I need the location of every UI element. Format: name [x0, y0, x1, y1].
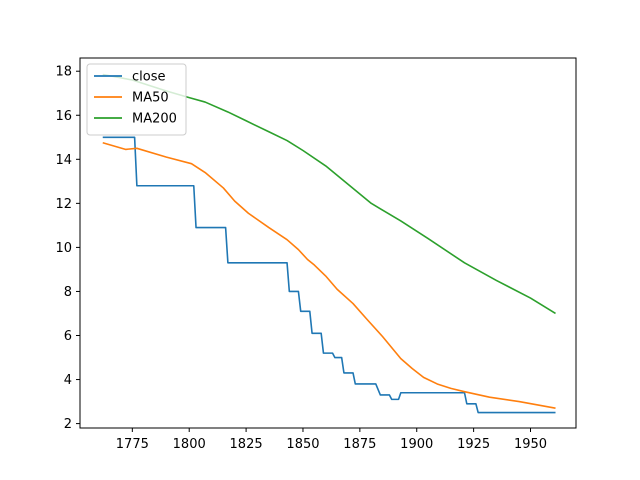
series-line-ma200	[102, 73, 556, 315]
legend-label-close: close	[132, 70, 165, 85]
x-axis: 1775 1800 1825 1850 1875 1900 1925 1950	[116, 428, 547, 452]
x-tick-label: 1950	[514, 437, 547, 452]
y-tick-label: 16	[55, 109, 72, 124]
x-tick-label: 1900	[400, 437, 433, 452]
y-tick-label: 10	[55, 241, 72, 256]
legend-label-ma50: MA50	[132, 91, 169, 106]
x-tick-label: 1775	[116, 437, 149, 452]
y-tick-label: 8	[64, 285, 72, 300]
y-axis: 2 4 6 8 10 12 14 16 18	[55, 65, 80, 432]
plot-lines	[102, 73, 556, 414]
y-tick-label: 2	[64, 417, 72, 432]
y-tick-label: 14	[55, 153, 72, 168]
x-tick-label: 1825	[230, 437, 263, 452]
x-tick-label: 1925	[457, 437, 490, 452]
y-tick-label: 18	[55, 65, 72, 80]
series-line-close	[102, 136, 556, 414]
axes-frame	[79, 57, 577, 429]
y-tick-label: 6	[64, 329, 72, 344]
x-tick-label: 1875	[343, 437, 376, 452]
legend: close MA50 MA200	[86, 63, 187, 136]
x-tick-label: 1800	[173, 437, 206, 452]
legend-label-ma200: MA200	[132, 112, 177, 127]
y-tick-label: 12	[55, 197, 72, 212]
x-tick-label: 1850	[286, 437, 319, 452]
series-line-ma50	[102, 142, 556, 409]
y-tick-label: 4	[64, 373, 72, 388]
